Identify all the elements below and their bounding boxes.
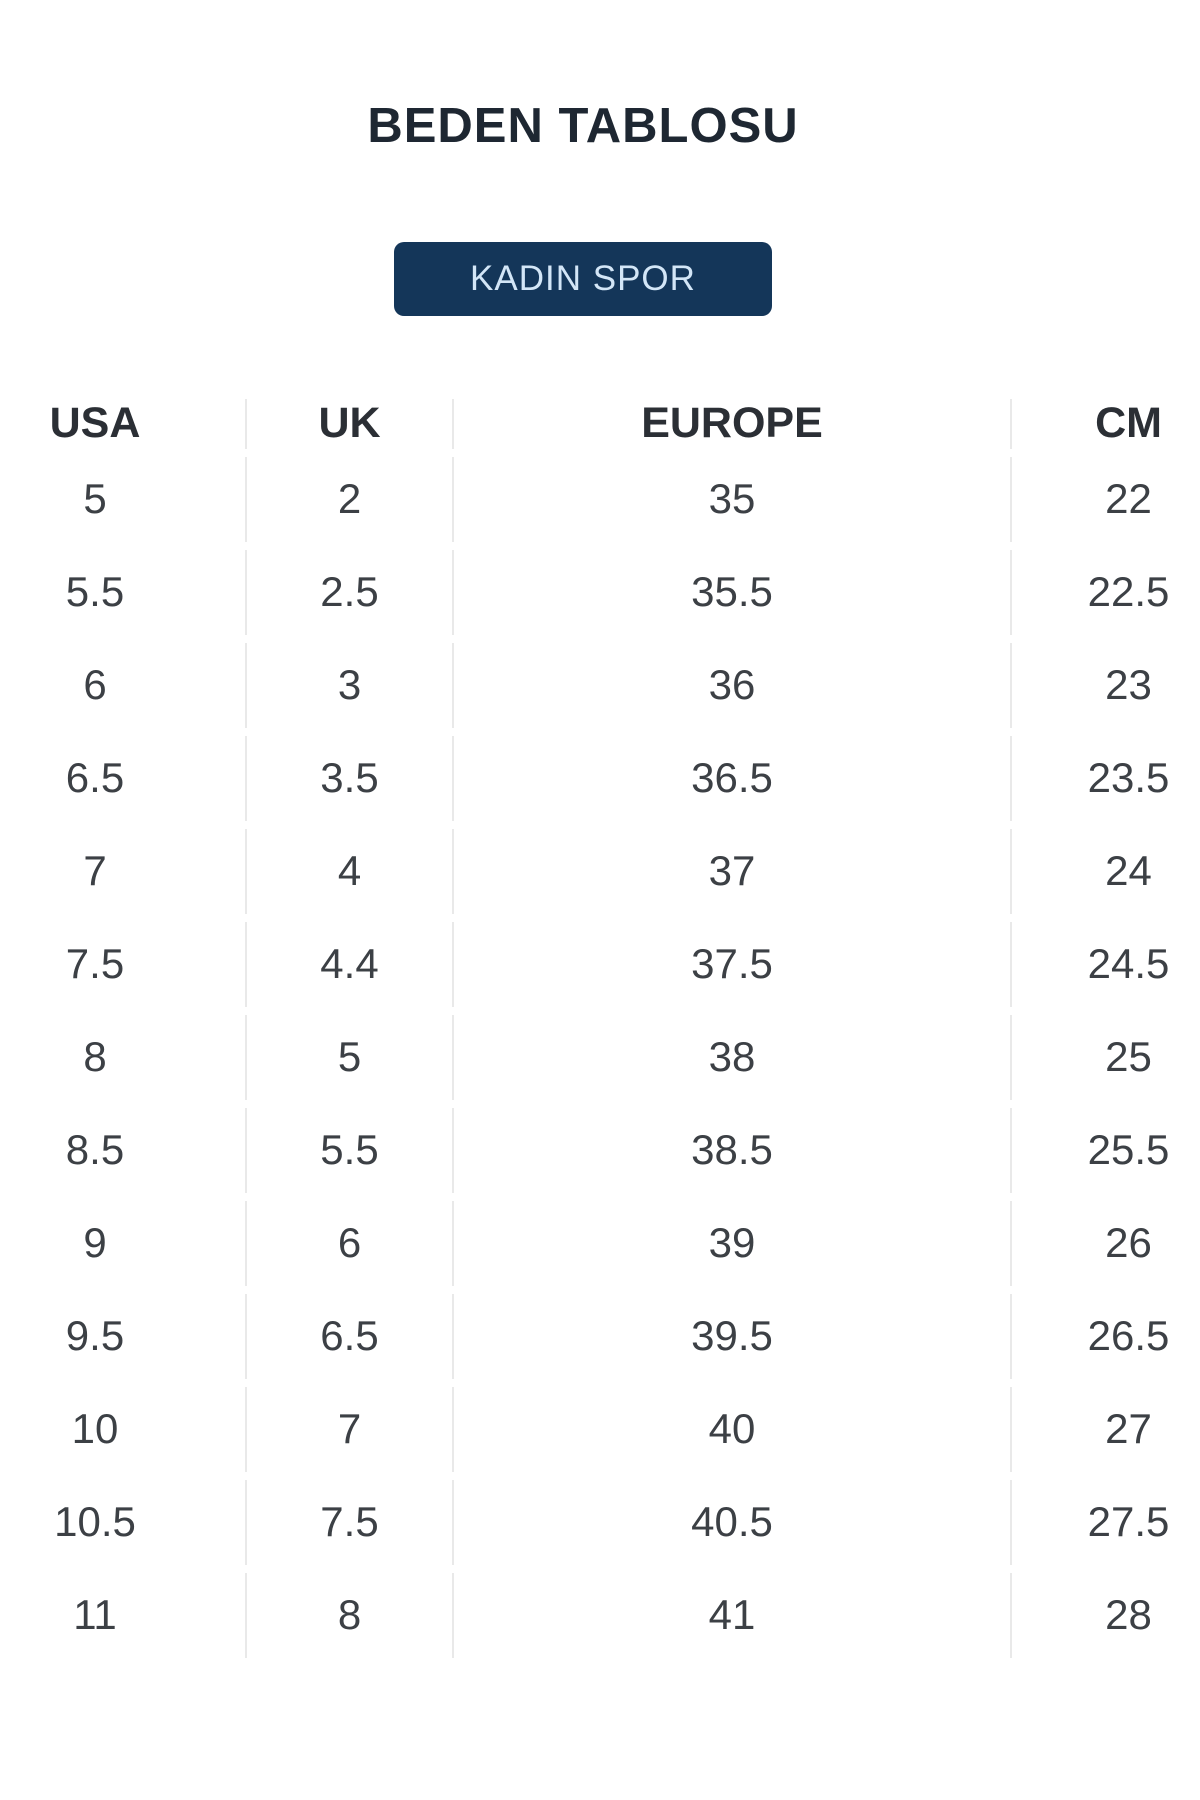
table-row: 7.5 4.4 37.5 24.5	[0, 921, 1200, 1007]
size-cell: 35	[452, 456, 1010, 542]
table-row: 5.5 2.5 35.5 22.5	[0, 549, 1200, 635]
size-cell: 8	[245, 1572, 452, 1658]
size-cell: 9	[83, 1219, 107, 1267]
size-cell: 4	[245, 828, 452, 914]
size-cell: 24	[1010, 828, 1200, 914]
table-header-row: USA UK EUROPE CM	[0, 398, 1200, 449]
size-cell: 38	[452, 1014, 1010, 1100]
table-row: 8 5 38 25	[0, 1014, 1200, 1100]
table-row: 11 8 41 28	[0, 1572, 1200, 1658]
size-cell: 26.5	[1010, 1293, 1200, 1379]
size-table: USA UK EUROPE CM 5 2 35 22 5.5 2.5 35.5	[0, 391, 1200, 1666]
size-cell: 8.5	[65, 1126, 125, 1174]
size-cell: 7	[83, 847, 107, 895]
size-cell: 38.5	[452, 1107, 1010, 1193]
size-cell: 37.5	[452, 921, 1010, 1007]
size-cell: 40.5	[452, 1479, 1010, 1565]
size-cell: 7.5	[65, 940, 125, 988]
size-cell: 7	[245, 1386, 452, 1472]
size-cell: 22.5	[1010, 549, 1200, 635]
size-cell: 37	[452, 828, 1010, 914]
size-cell: 27	[1010, 1386, 1200, 1472]
size-cell: 26	[1010, 1200, 1200, 1286]
size-cell: 6.5	[245, 1293, 452, 1379]
size-cell: 6.5	[65, 754, 125, 802]
size-cell: 25	[1010, 1014, 1200, 1100]
category-button-row: KADIN SPOR	[0, 241, 1166, 316]
table-row: 9 6 39 26	[0, 1200, 1200, 1286]
column-header-usa: USA	[49, 399, 141, 448]
size-cell: 23.5	[1010, 735, 1200, 821]
size-cell: 35.5	[452, 549, 1010, 635]
size-cell: 11	[73, 1591, 117, 1639]
category-button-kadin-spor[interactable]: KADIN SPOR	[394, 241, 772, 316]
size-cell: 39	[452, 1200, 1010, 1286]
size-table-container: USA UK EUROPE CM 5 2 35 22 5.5 2.5 35.5	[0, 391, 1169, 1666]
page-title: BEDEN TABLOSU	[367, 99, 799, 153]
size-cell: 25.5	[1010, 1107, 1200, 1193]
size-cell: 7.5	[245, 1479, 452, 1565]
table-row: 6 3 36 23	[0, 642, 1200, 728]
size-cell: 3	[245, 642, 452, 728]
size-cell: 6	[83, 661, 107, 709]
table-row: 7 4 37 24	[0, 828, 1200, 914]
size-cell: 8	[83, 1033, 107, 1081]
size-cell: 23	[1010, 642, 1200, 728]
size-cell: 36	[452, 642, 1010, 728]
table-row: 8.5 5.5 38.5 25.5	[0, 1107, 1200, 1193]
size-chart-panel: BEDEN TABLOSU KADIN SPOR USA UK EUROPE C…	[0, 99, 1169, 1666]
table-row: 10 7 40 27	[0, 1386, 1200, 1472]
size-cell: 5	[83, 475, 107, 523]
column-header-europe: EUROPE	[452, 398, 1010, 449]
size-cell: 22	[1010, 456, 1200, 542]
size-cell: 6	[245, 1200, 452, 1286]
size-cell: 5	[245, 1014, 452, 1100]
size-cell: 27.5	[1010, 1479, 1200, 1565]
size-cell: 4.4	[245, 921, 452, 1007]
size-cell: 3.5	[245, 735, 452, 821]
size-cell: 5.5	[65, 568, 125, 616]
table-row: 5 2 35 22	[0, 456, 1200, 542]
size-cell: 39.5	[452, 1293, 1010, 1379]
size-cell: 2.5	[245, 549, 452, 635]
size-cell: 5.5	[245, 1107, 452, 1193]
table-row: 9.5 6.5 39.5 26.5	[0, 1293, 1200, 1379]
column-header-uk: UK	[245, 398, 452, 449]
size-cell: 40	[452, 1386, 1010, 1472]
table-row: 10.5 7.5 40.5 27.5	[0, 1479, 1200, 1565]
size-cell: 28	[1010, 1572, 1200, 1658]
table-row: 6.5 3.5 36.5 23.5	[0, 735, 1200, 821]
column-header-cm: CM	[1010, 398, 1200, 449]
size-cell: 24.5	[1010, 921, 1200, 1007]
size-cell: 10.5	[54, 1498, 136, 1546]
size-cell: 2	[245, 456, 452, 542]
size-cell: 10	[71, 1405, 119, 1453]
size-cell: 9.5	[65, 1312, 125, 1360]
size-cell: 41	[452, 1572, 1010, 1658]
size-cell: 36.5	[452, 735, 1010, 821]
